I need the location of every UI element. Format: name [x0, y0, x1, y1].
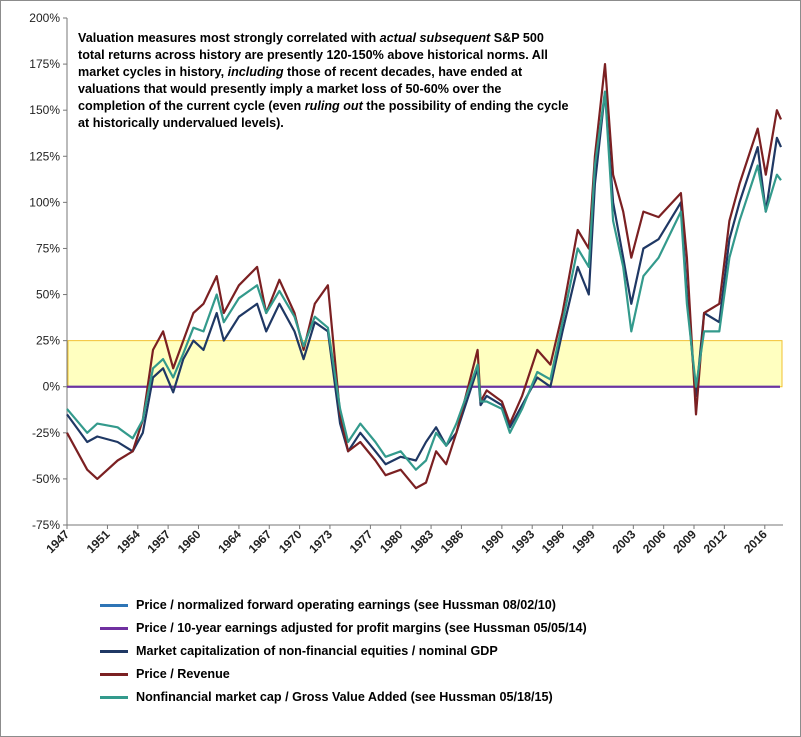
y-tick-label: -25% [32, 426, 60, 440]
annotation-segment: those of recent decades, have ended at v… [78, 65, 523, 113]
annotation-segment: ruling out [304, 99, 363, 113]
x-tick-label: 2003 [610, 527, 639, 556]
y-axis-ticks: 200% 175% 150% 125% 100% 75% 50% 25% 0% -25% -50% -… [29, 11, 67, 532]
x-tick-label: 1983 [407, 527, 436, 556]
fair-value-band [67, 340, 783, 388]
legend-label: Price / 10-year earnings adjusted for pr… [136, 621, 587, 635]
legend-label: Price / normalized forward operating ear… [136, 598, 556, 612]
annotation-segment: actual subsequent [379, 31, 491, 45]
y-tick-label: -75% [32, 518, 60, 532]
x-tick-label: 1954 [114, 527, 143, 556]
legend-swatch [100, 627, 128, 630]
y-tick-label: 150% [29, 103, 60, 117]
legend-swatch [100, 604, 128, 607]
annotation-segment: including [227, 65, 284, 79]
x-tick-label: 2006 [640, 527, 669, 556]
legend-label: Market capitalization of non-financial e… [136, 644, 498, 658]
legend-swatch [100, 673, 128, 676]
y-tick-label: 75% [36, 241, 60, 255]
x-tick-label: 1977 [347, 527, 376, 556]
series-line-4 [66, 62, 783, 490]
x-tick-label: 2012 [701, 527, 730, 556]
x-tick-label: 1990 [478, 527, 507, 556]
y-tick-label: 100% [29, 195, 60, 209]
y-tick-label: -50% [32, 472, 60, 486]
x-tick-label: 1964 [215, 527, 244, 556]
legend-swatch [100, 696, 128, 699]
annotation-segment: the possibility of ending the cycle at h… [78, 99, 569, 130]
x-tick-label: 1951 [84, 527, 113, 556]
x-tick-label: 1999 [569, 527, 598, 556]
annotation-segment: S&P 500 total returns across history are… [78, 31, 548, 79]
x-axis-ticks: 1947 1951 1954 1957 1960 1964 1967 1970 1973 1977… [43, 525, 770, 556]
band-rect [67, 340, 783, 388]
annotation-segment: Valuation measures most strongly correla… [78, 31, 380, 45]
legend-swatch [100, 650, 128, 653]
x-tick-label: 1993 [509, 527, 538, 556]
x-tick-label: 1960 [175, 527, 204, 556]
y-tick-label: 125% [29, 149, 60, 163]
x-tick-label: 1957 [144, 527, 173, 556]
x-tick-label: 1986 [438, 527, 467, 556]
y-tick-label: 200% [29, 11, 60, 25]
x-tick-label: 2016 [741, 527, 770, 556]
x-tick-label: 1996 [539, 527, 568, 556]
y-tick-label: 50% [36, 288, 60, 302]
x-tick-label: 1967 [246, 527, 275, 556]
x-tick-label: 1973 [306, 527, 335, 556]
series-line-3 [66, 90, 783, 466]
series-line-5 [66, 90, 782, 471]
x-tick-label: 2009 [670, 527, 699, 556]
y-tick-label: 0% [43, 380, 61, 394]
y-tick-label: 25% [36, 334, 60, 348]
x-tick-label: 1970 [276, 527, 305, 556]
chart-series [66, 62, 783, 490]
legend-label: Price / Revenue [136, 667, 230, 681]
x-tick-label: 1980 [377, 527, 406, 556]
legend-label: Nonfinancial market cap / Gross Value Ad… [136, 690, 553, 704]
y-tick-label: 175% [29, 57, 60, 71]
chart-annotation: Valuation measures most strongly correla… [78, 30, 570, 132]
